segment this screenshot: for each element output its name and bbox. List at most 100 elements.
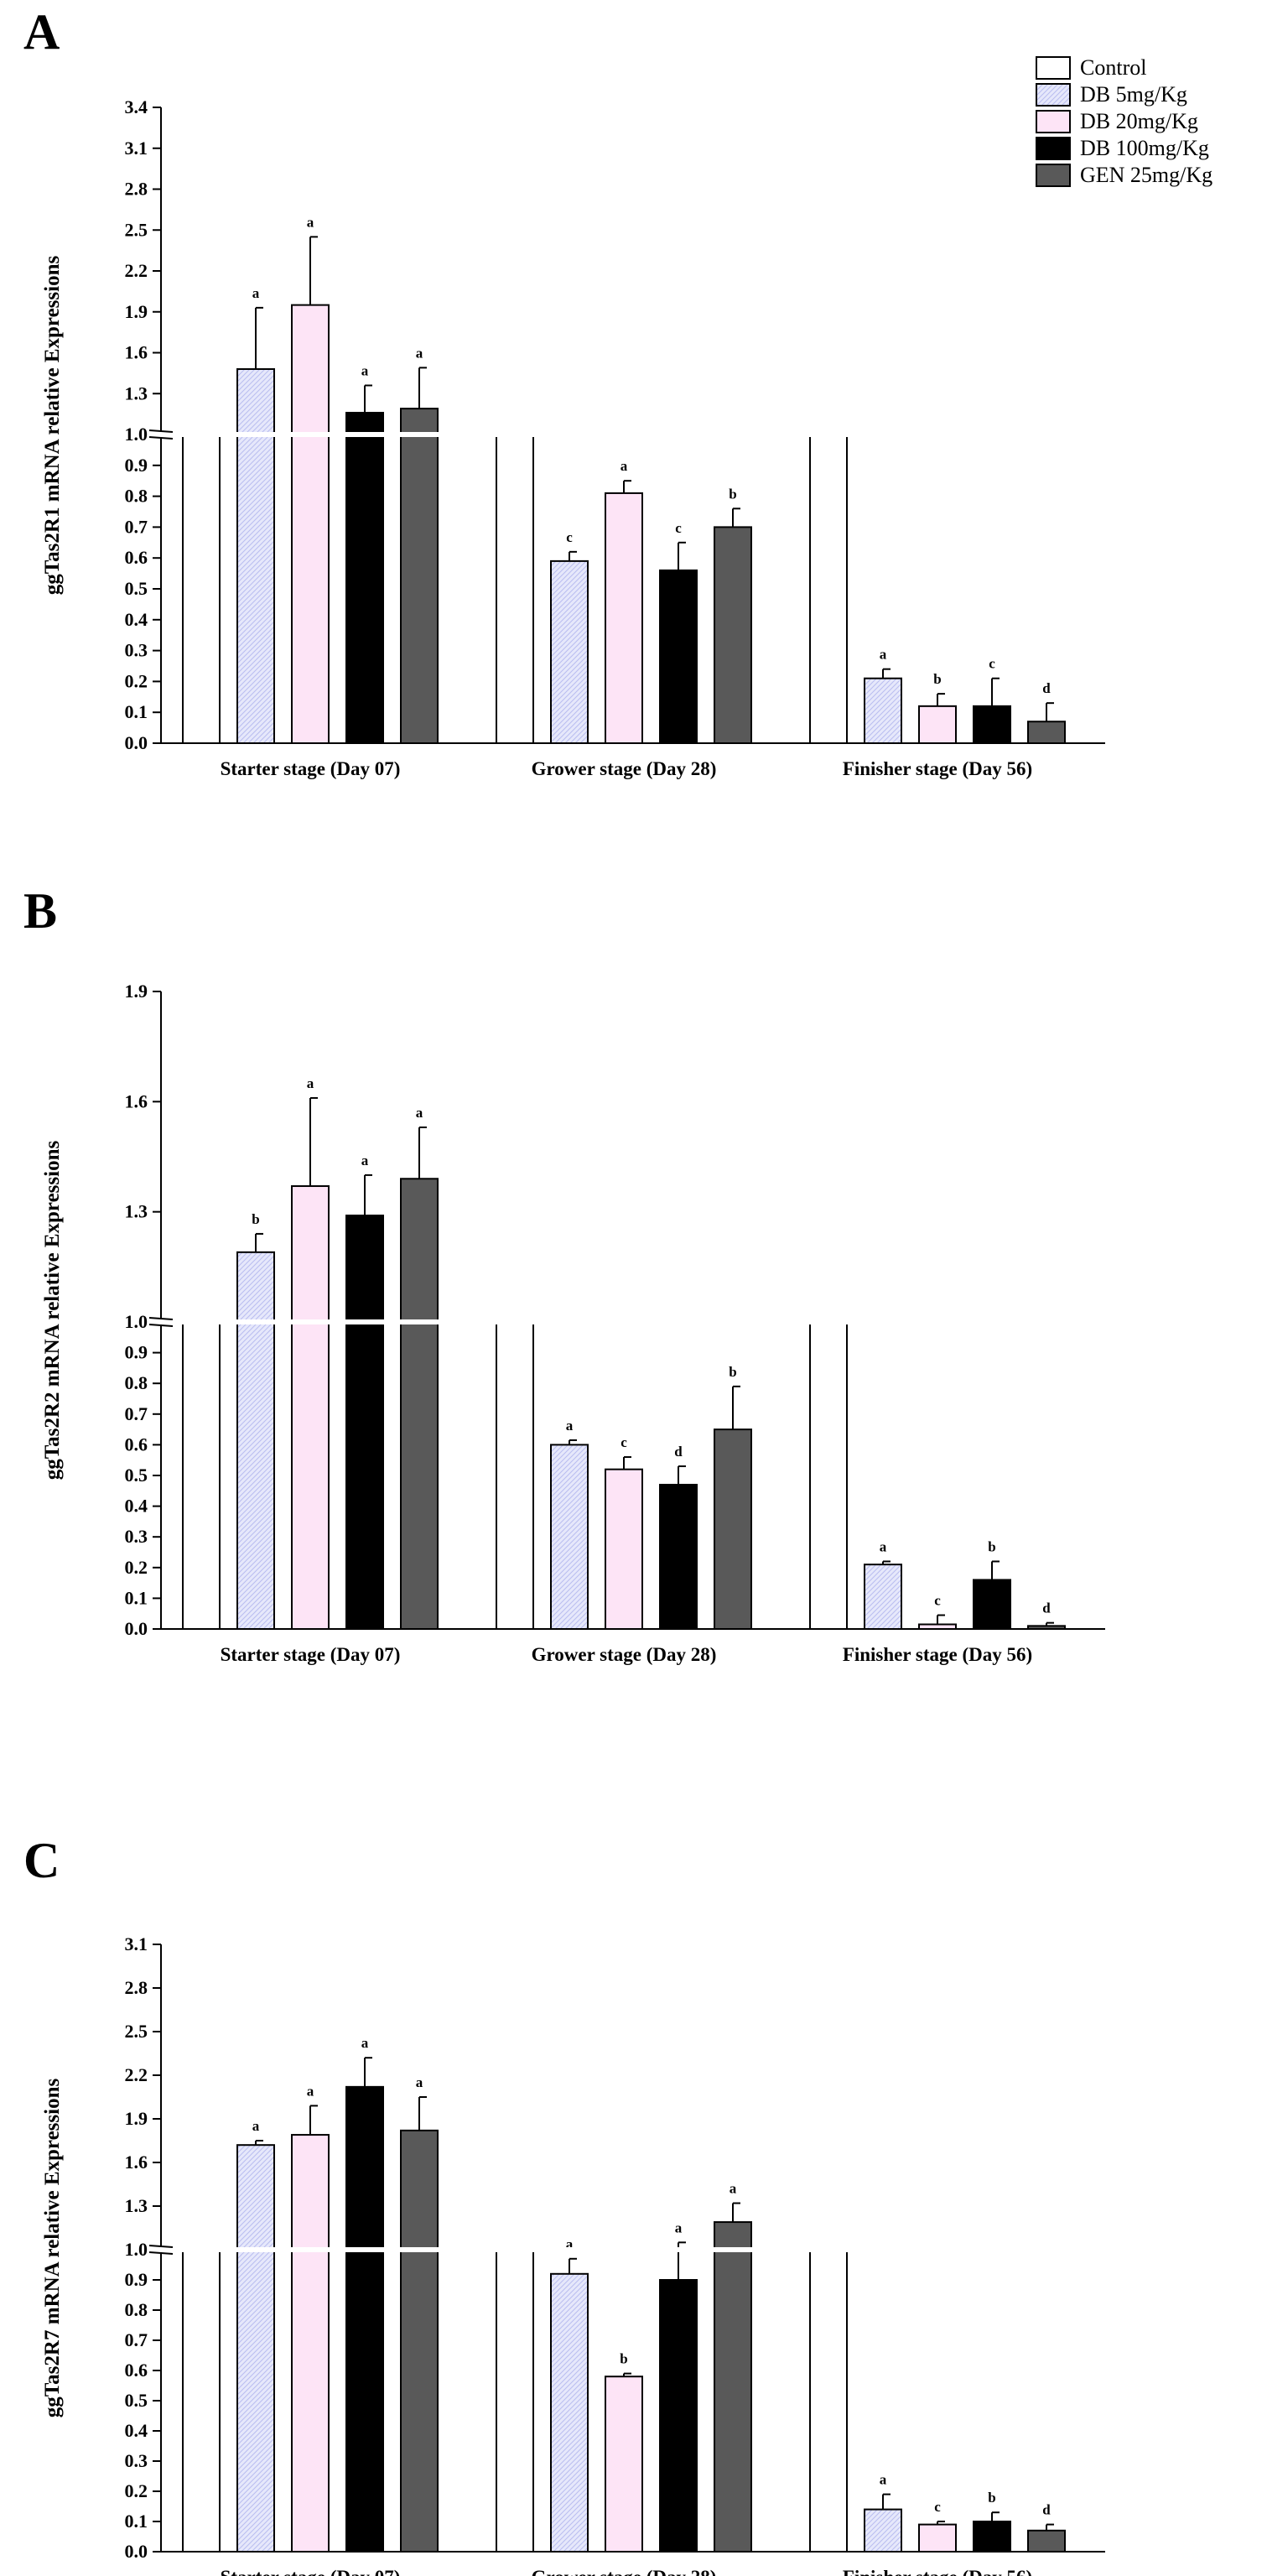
significance-label: c <box>675 520 682 536</box>
significance-label: b <box>729 1364 736 1380</box>
bar <box>182 1321 221 1630</box>
y-tick-label: 1.6 <box>125 1090 148 1111</box>
significance-label: a <box>621 458 628 474</box>
y-tick-label: 0.9 <box>125 455 148 476</box>
legend-label: DB 5mg/Kg <box>1080 82 1187 107</box>
significance-label: a <box>730 2181 737 2197</box>
significance-label: b <box>988 2490 995 2506</box>
y-tick-label: 2.8 <box>125 179 148 200</box>
bar <box>496 434 534 744</box>
legend-swatch <box>1036 137 1071 160</box>
significance-label: c <box>934 1593 941 1609</box>
y-tick-label: 0.8 <box>125 2299 148 2320</box>
y-tick-label: 1.6 <box>125 342 148 363</box>
bar <box>400 1178 439 1631</box>
axis-break-mark <box>148 2245 174 2248</box>
bar <box>918 2523 957 2553</box>
x-tick-label: Starter stage (Day 07) <box>221 1644 401 1665</box>
bar <box>345 2085 384 2553</box>
bar <box>809 2249 848 2553</box>
bar <box>973 2521 1011 2553</box>
y-tick-label: 2.5 <box>125 2021 148 2042</box>
bar <box>291 304 330 744</box>
bar <box>182 434 221 744</box>
y-tick-label: 0.4 <box>125 1496 148 1517</box>
significance-label: a <box>307 214 314 230</box>
significance-label: a <box>252 2118 260 2134</box>
y-tick-label: 1.9 <box>125 2108 148 2129</box>
y-tick-label: 0.1 <box>125 2511 148 2532</box>
y-tick-label: 0.9 <box>125 2269 148 2290</box>
y-tick-label: 1.3 <box>125 1201 148 1222</box>
bar <box>496 2249 534 2553</box>
legend-label: DB 100mg/Kg <box>1080 136 1209 160</box>
chart-panel-b: B 0.0 0.1 0.2 0.3 0.4 0.5 0.6 0.7 0.8 0.9 1.0 1.3 1.6… <box>23 883 1110 1665</box>
y-tick-label: 0.2 <box>125 1557 148 1578</box>
legend-label: GEN 25mg/Kg <box>1080 163 1212 187</box>
significance-label: d <box>1042 1600 1051 1616</box>
significance-label: c <box>566 529 573 545</box>
y-tick-label: 0.0 <box>125 2541 148 2562</box>
y-tick-label: 3.1 <box>125 138 148 159</box>
significance-label: a <box>361 363 369 379</box>
axis-break-mark <box>148 429 174 433</box>
panel-letter: A <box>23 4 60 60</box>
significance-label: c <box>621 1434 627 1450</box>
y-tick-label: 2.2 <box>125 2064 148 2085</box>
axis-break-mark <box>148 1317 174 1320</box>
bar <box>714 526 752 745</box>
bar <box>659 569 698 744</box>
y-tick-label: 3.1 <box>125 1933 148 1954</box>
bar <box>1027 721 1066 744</box>
x-tick-label: Finisher stage (Day 56) <box>843 1644 1032 1665</box>
y-tick-label: 0.1 <box>125 701 148 722</box>
significance-label: a <box>566 1418 574 1434</box>
y-tick-label: 1.0 <box>125 424 148 445</box>
y-tick-label: 0.7 <box>125 1403 148 1424</box>
x-tick-label: Finisher stage (Day 56) <box>843 2567 1032 2576</box>
bar <box>864 2508 902 2553</box>
bar <box>714 2221 752 2553</box>
bar <box>1027 2529 1066 2553</box>
significance-label: a <box>416 345 423 361</box>
bar <box>605 492 643 744</box>
bar <box>864 677 902 744</box>
x-tick-label: Starter stage (Day 07) <box>221 758 401 779</box>
x-tick-label: Grower stage (Day 28) <box>532 758 717 779</box>
bar <box>550 1444 589 1631</box>
significance-label: a <box>880 647 887 663</box>
axis-break-band <box>149 2247 1110 2252</box>
significance-label: c <box>934 2499 941 2515</box>
y-tick-label: 0.6 <box>125 1434 148 1455</box>
significance-label: b <box>988 1538 995 1554</box>
legend-label: Control <box>1080 55 1146 80</box>
panel-letter: C <box>23 1833 60 1888</box>
y-tick-label: 1.3 <box>125 382 148 403</box>
legend-swatch <box>1036 56 1071 80</box>
y-tick-label: 1.0 <box>125 2239 148 2260</box>
y-tick-label: 1.9 <box>125 301 148 322</box>
y-tick-label: 0.6 <box>125 547 148 568</box>
significance-label: a <box>361 1153 369 1168</box>
y-tick-label: 0.1 <box>125 1587 148 1608</box>
y-tick-label: 0.4 <box>125 609 148 630</box>
significance-label: a <box>416 1105 423 1121</box>
bar <box>659 2279 698 2553</box>
y-axis-label: ggTas2R1 mRNA relative Expressions <box>41 256 64 596</box>
bar <box>918 1623 957 1631</box>
y-tick-label: 3.4 <box>125 96 148 117</box>
bar <box>182 2249 221 2553</box>
y-tick-label: 0.0 <box>125 1618 148 1639</box>
y-tick-label: 0.5 <box>125 1465 148 1486</box>
bar <box>400 2129 439 2553</box>
bar <box>236 2144 275 2553</box>
legend-label: DB 20mg/Kg <box>1080 109 1198 133</box>
bar <box>605 2376 643 2553</box>
y-tick-label: 0.3 <box>125 640 148 661</box>
bar <box>605 1468 643 1631</box>
y-tick-label: 0.2 <box>125 2480 148 2501</box>
y-tick-label: 0.7 <box>125 2329 148 2350</box>
significance-label: a <box>307 2083 314 2099</box>
significance-label: a <box>880 2472 887 2488</box>
